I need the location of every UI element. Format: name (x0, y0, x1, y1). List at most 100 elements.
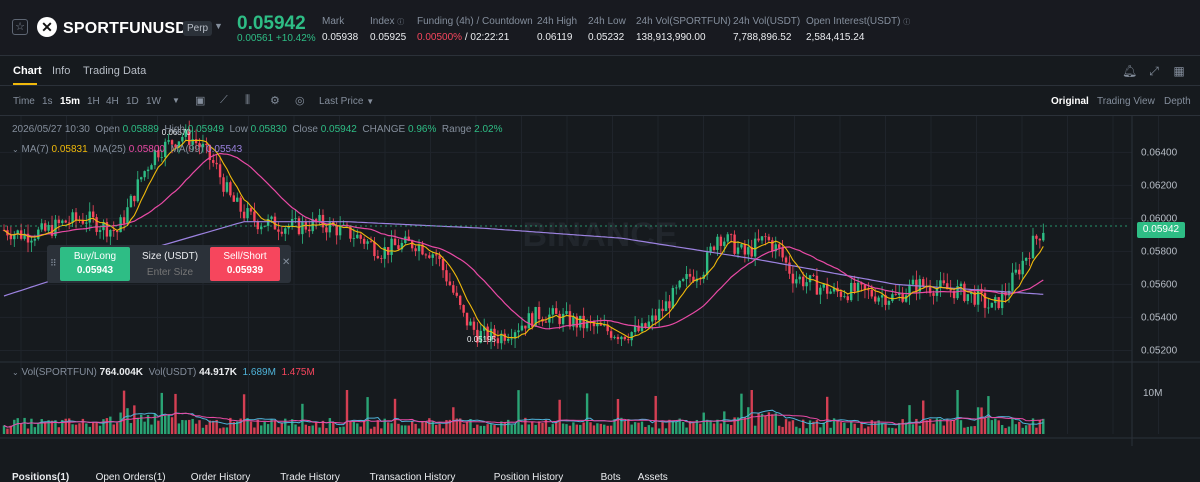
symbol-dropdown-icon[interactable]: ▼ (214, 21, 223, 31)
volume-bar (867, 426, 870, 434)
candle-body (95, 217, 98, 232)
candle-body (630, 332, 633, 341)
ma99-label: MA(99) (170, 144, 204, 155)
view-depth[interactable]: Depth (1164, 96, 1191, 107)
volume-bars (2, 390, 1045, 434)
interval-4h[interactable]: 4H (106, 96, 119, 107)
settings-icon[interactable]: ⚙ (270, 95, 280, 107)
tab-trading-data[interactable]: Trading Data (83, 65, 147, 77)
calendar-icon[interactable]: ▣ (195, 95, 206, 107)
candle-body (397, 245, 400, 250)
interval-15m[interactable]: 15m (60, 96, 81, 107)
info-icon[interactable]: ⓘ (903, 19, 911, 26)
volume-bar (410, 421, 414, 434)
candle-body (146, 169, 150, 172)
interval-1s[interactable]: 1s (42, 96, 53, 107)
volume-bar (959, 420, 963, 434)
volume-bar (644, 426, 647, 434)
price-type-select[interactable]: Last Price ▼ (319, 96, 374, 107)
bottom-tab[interactable]: Transaction History (369, 472, 456, 482)
candle-body (534, 306, 537, 327)
candle-body (133, 195, 136, 202)
bottom-tab[interactable]: Position History (493, 472, 564, 482)
grid-layout-icon[interactable]: ▦ (1173, 64, 1185, 78)
size-input[interactable] (137, 267, 203, 278)
volume-bar (43, 421, 47, 434)
volume-bar (795, 426, 798, 434)
candle-body (767, 236, 771, 241)
symbol-name[interactable]: SPORTFUNUSDT (63, 20, 197, 37)
candle-body (160, 157, 163, 158)
collapse-chevron-icon[interactable]: ⌄ (12, 368, 19, 377)
target-icon[interactable]: ◎ (295, 95, 305, 107)
ma25-value: 0.05800 (128, 144, 165, 155)
volume-bar (826, 396, 829, 434)
volume-bar (266, 424, 270, 434)
bottom-tab[interactable]: Positions(1) (12, 472, 70, 482)
volume-bar (750, 390, 753, 434)
volume-bar (983, 418, 987, 434)
volume-bar (383, 418, 386, 434)
candle-body (486, 326, 489, 341)
volume-bar (822, 422, 825, 434)
legend-change: 0.96% (407, 124, 437, 135)
price-tick-label: 0.06000 (1141, 213, 1178, 224)
sell-price: 0.05939 (226, 265, 264, 276)
price-tick-label: 0.05400 (1141, 312, 1178, 323)
volume-bar (225, 427, 229, 434)
close-icon[interactable]: ✕ (282, 257, 291, 268)
view-original[interactable]: Original (1051, 96, 1089, 107)
expand-icon[interactable]: ⤢ (1149, 64, 1159, 78)
candle-body (740, 244, 743, 248)
sell-short-button[interactable]: Sell/Short 0.05939 (210, 247, 280, 281)
candle-body (57, 219, 61, 224)
tab-info[interactable]: Info (52, 65, 71, 77)
bottom-tab[interactable]: Order History (190, 472, 251, 482)
candle-body (777, 244, 781, 248)
volume-bar (208, 420, 211, 434)
volume-bar (956, 390, 959, 434)
candle-body (997, 297, 1000, 309)
sell-label: Sell/Short (223, 251, 267, 262)
candle-body (904, 295, 908, 302)
volume-bar (54, 420, 57, 434)
candle-body (599, 323, 603, 326)
candle-body (575, 316, 579, 328)
interval-1w[interactable]: 1W (146, 96, 161, 107)
bottom-tab[interactable]: Open Orders(1) (95, 472, 166, 482)
legend-close-label: Close (292, 124, 318, 135)
candle-body (383, 247, 386, 259)
candle-body (167, 140, 170, 142)
tab-chart[interactable]: Chart (13, 65, 42, 77)
volume-bar (952, 420, 956, 434)
info-icon[interactable]: ⓘ (397, 19, 405, 26)
bottom-tab[interactable]: Bots (600, 472, 621, 482)
drag-handle-icon[interactable]: ⠿ (50, 258, 57, 268)
candle-body (225, 182, 229, 192)
interval-1h[interactable]: 1H (87, 96, 100, 107)
candle-body (668, 301, 671, 309)
view-trading-view[interactable]: Trading View (1097, 96, 1155, 107)
candle-body (277, 229, 280, 232)
indicator-icon[interactable]: ⟋ (220, 94, 228, 106)
volume-bar (308, 426, 311, 434)
stat-24h-vol-base: 24h Vol(SPORTFUN) 138,913,990.00 (636, 16, 731, 43)
candle-body (472, 321, 476, 330)
volume-bar (297, 426, 301, 434)
volume-bar (140, 414, 143, 434)
volume-bar (503, 421, 506, 434)
bottom-tab[interactable]: Assets (637, 472, 668, 482)
bottom-tab[interactable]: Trade History (280, 472, 340, 482)
ma99-line (3, 221, 1044, 297)
volume-bar (157, 420, 160, 434)
collapse-chevron-icon[interactable]: ⌄ (12, 145, 19, 154)
favorite-star-icon[interactable]: ☆ (12, 19, 28, 35)
volume-bar (808, 420, 812, 434)
buy-long-button[interactable]: Buy/Long 0.05943 (60, 247, 130, 281)
interval-1d[interactable]: 1D (126, 96, 139, 107)
candle-style-icon[interactable]: ⫼ (245, 94, 251, 106)
candle-body (661, 308, 664, 312)
candle-body (712, 246, 716, 250)
more-intervals-icon[interactable]: ▼ (172, 96, 180, 105)
bell-icon[interactable]: 🔔︎ (1122, 64, 1138, 78)
